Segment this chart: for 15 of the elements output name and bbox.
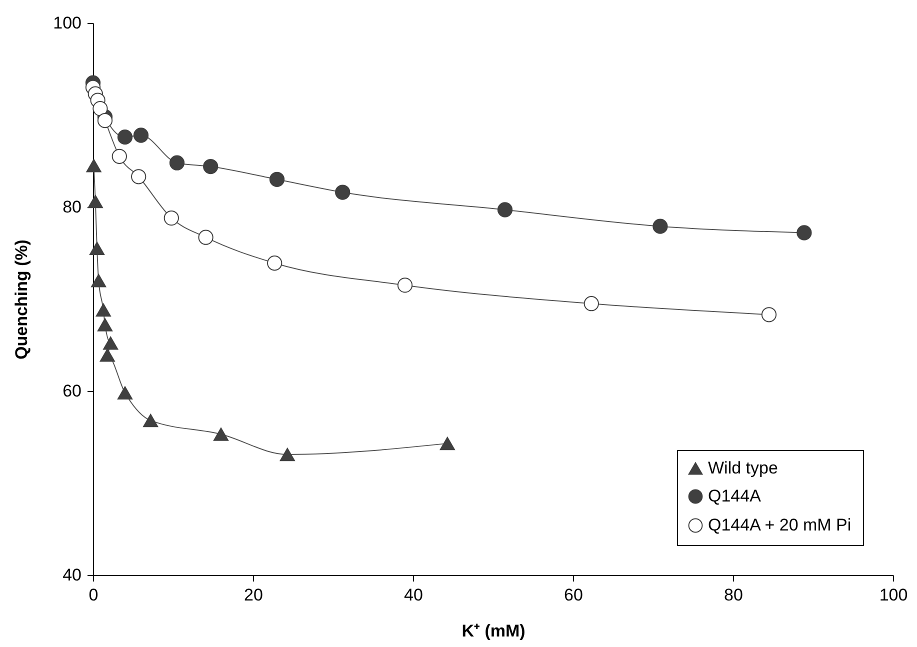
x-tick-label: 0 (88, 586, 98, 604)
legend-label: Q144A (708, 486, 762, 506)
x-tick-label: 100 (879, 586, 908, 604)
y-tick-label: 60 (62, 382, 82, 400)
y-tick-label: 80 (62, 198, 82, 216)
legend-label: Q144A + 20 mM Pi (708, 516, 852, 534)
x-tick-label: 60 (564, 586, 583, 604)
x-tick-label: 40 (404, 586, 423, 604)
y-tick-label: 40 (62, 566, 82, 584)
y-axis-title: Quenching (%) (12, 240, 32, 360)
x-axis-title: K⁺ (mM) (462, 622, 526, 640)
x-tick-label: 80 (724, 586, 743, 604)
x-tick-label: 20 (244, 586, 263, 604)
y-tick-label: 100 (53, 14, 82, 32)
legend-label: Wild type (708, 458, 778, 478)
